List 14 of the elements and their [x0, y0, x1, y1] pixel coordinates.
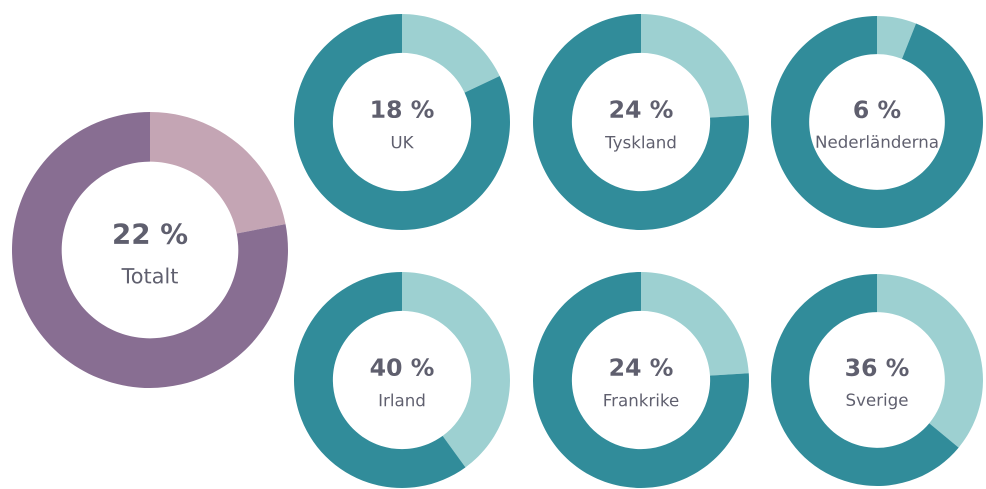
text: Sverige	[846, 393, 908, 410]
data-label: 24 %	[610, 358, 673, 376]
text: UK	[392, 136, 414, 148]
text: Irland	[380, 394, 424, 406]
data-label: 24 %	[610, 100, 673, 118]
data-label: 22 %	[114, 223, 188, 244]
data-label: 36 %	[846, 358, 909, 376]
data-label: 40 %	[370, 358, 434, 376]
text: Totalt	[122, 268, 178, 284]
data-label: 6 %	[854, 100, 900, 118]
data-label: 18 %	[372, 100, 434, 118]
text: Frankrike	[604, 394, 678, 406]
text: Tyskland	[605, 136, 676, 152]
text: Nederländerna	[816, 135, 938, 148]
